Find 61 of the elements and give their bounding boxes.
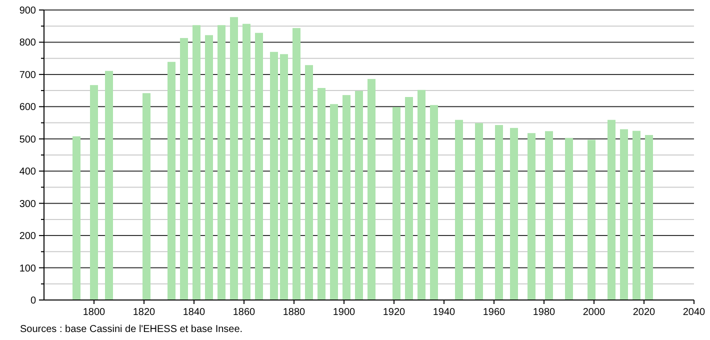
x-tick-label: 1880 [282,307,306,318]
bar [608,120,616,300]
bar [180,38,188,300]
bar [405,97,413,300]
bar [218,25,226,300]
x-tick-label: 1820 [132,307,156,318]
y-tick-label: 600 [19,102,36,114]
bar [545,131,553,300]
bar [645,135,653,300]
x-tick-label: 1840 [182,307,206,318]
bar [255,32,263,300]
y-tick-label: 500 [19,134,36,146]
x-tick-label: 1980 [532,307,556,318]
bar [90,85,98,300]
source-note: Sources : base Cassini de l'EHESS et base Insee. [20,324,243,335]
bar [280,54,288,300]
bar [192,25,200,300]
y-tick-label: 900 [19,6,36,16]
bar [588,140,596,300]
bar [318,88,326,300]
y-tick-label: 0 [30,296,36,306]
x-tick-label: 1920 [382,307,406,318]
x-tick-label: 1940 [432,307,456,318]
bar [330,104,338,300]
x-tick-label: 2000 [582,307,606,318]
bar [475,123,483,300]
bar [292,28,300,300]
bar [510,128,518,300]
y-tick-label: 300 [19,198,36,210]
x-tick-label: 1960 [482,307,506,318]
bar [72,136,80,300]
bar [455,120,463,300]
bar [105,70,113,300]
bar [565,138,573,300]
bar [142,93,150,300]
bar [495,125,503,300]
bar [430,105,438,300]
y-tick-label: 100 [19,263,36,274]
bar [368,78,376,300]
bar [620,129,628,300]
bar [230,17,238,300]
bar [418,90,426,300]
bar [528,133,536,300]
x-tick-label: 2040 [682,307,706,318]
bar [305,65,313,300]
bar [205,35,213,300]
y-tick-label: 700 [19,70,36,81]
x-tick-label: 2020 [632,307,656,318]
bar [355,90,363,300]
y-tick-label: 800 [19,38,36,49]
bar [632,130,640,300]
bar [342,95,350,300]
x-tick-label: 1800 [82,307,106,318]
x-tick-label: 1900 [332,307,356,318]
bar [242,24,250,300]
bar [168,62,176,300]
y-tick-label: 400 [19,166,36,178]
bar [270,52,278,300]
bar [392,106,400,300]
y-tick-label: 200 [19,231,36,242]
x-tick-label: 1860 [232,307,256,318]
